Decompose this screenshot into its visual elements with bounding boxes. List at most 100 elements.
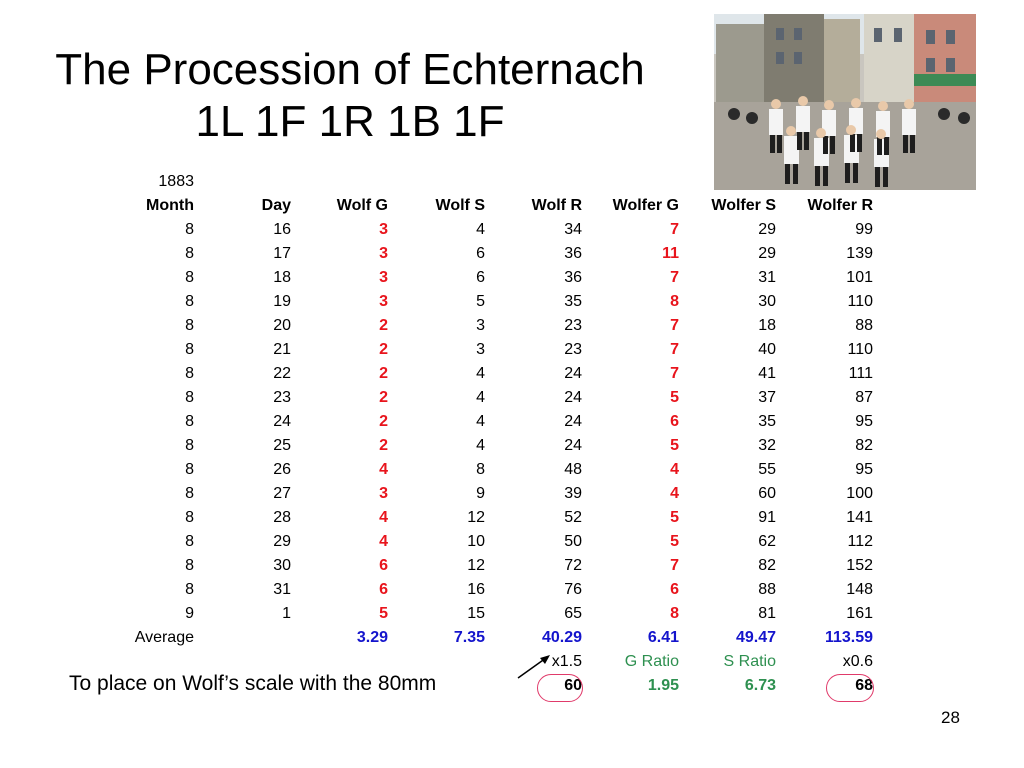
cell-month: 8 (185, 221, 194, 238)
cell-month: 8 (185, 317, 194, 334)
cell-wolfer-r: 95 (855, 413, 873, 430)
factor-wolfer-r: x0.6 (842, 653, 873, 670)
cell-wolf-r: 65 (564, 605, 582, 622)
cell-wolf-s: 4 (476, 365, 485, 382)
table-row: 8 25 2 4 24 5 32 82 (100, 434, 877, 458)
cell-wolf-g: 3 (379, 221, 388, 238)
cell-wolf-r: 72 (564, 557, 582, 574)
cell-wolf-s: 4 (476, 221, 485, 238)
col-header-wolfer-r: Wolfer R (807, 197, 873, 214)
col-header-wolf-r: Wolf R (531, 197, 582, 214)
cell-month: 8 (185, 365, 194, 382)
cell-wolfer-r: 161 (846, 605, 873, 622)
cell-wolfer-g: 6 (670, 413, 679, 430)
cell-wolfer-r: 87 (855, 389, 873, 406)
factor-wolfer-g: G Ratio (624, 653, 679, 670)
cell-wolfer-s: 29 (758, 221, 776, 238)
cell-wolfer-r: 101 (846, 269, 873, 286)
cell-wolf-g: 3 (379, 293, 388, 310)
cell-wolfer-g: 7 (670, 269, 679, 286)
cell-wolfer-g: 8 (670, 293, 679, 310)
col-header-day: Day (261, 197, 291, 214)
cell-wolf-s: 16 (467, 581, 485, 598)
average-wolfer-g: 6.41 (647, 629, 679, 646)
table-row: 8 27 3 9 39 4 60 100 (100, 482, 877, 506)
cell-wolf-g: 5 (379, 605, 388, 622)
page-number: 28 (941, 708, 960, 727)
cell-wolfer-r: 152 (846, 557, 873, 574)
table-row: 8 26 4 8 48 4 55 95 (100, 458, 877, 482)
table-body: 8 16 3 4 34 7 29 99 8 17 3 6 36 11 29 139 8 18 3 6 36 7 31 101 8… (100, 218, 877, 626)
cell-wolf-g: 4 (379, 533, 388, 550)
header-row: Month Day Wolf G Wolf S Wolf R Wolfer G … (100, 194, 877, 218)
cell-wolfer-g: 5 (670, 437, 679, 454)
cell-day: 27 (273, 485, 291, 502)
cell-wolfer-r: 139 (846, 245, 873, 262)
cell-wolfer-s: 35 (758, 413, 776, 430)
cell-wolfer-r: 112 (847, 533, 873, 550)
cell-wolfer-s: 60 (758, 485, 776, 502)
cell-wolf-s: 3 (476, 317, 485, 334)
cell-day: 1 (282, 605, 291, 622)
cell-month: 8 (185, 389, 194, 406)
cell-wolf-r: 24 (564, 437, 582, 454)
cell-wolf-r: 23 (564, 317, 582, 334)
cell-month: 8 (185, 341, 194, 358)
year-row: 1883 (100, 170, 877, 194)
cell-wolf-r: 36 (564, 269, 582, 286)
cell-wolfer-r: 148 (846, 581, 873, 598)
factor-row: x1.5 G Ratio S Ratio x0.6 (100, 650, 877, 674)
average-wolf-r: 40.29 (541, 629, 582, 646)
cell-wolf-r: 76 (564, 581, 582, 598)
title-line-1: The Procession of Echternach (55, 45, 645, 94)
cell-month: 8 (185, 461, 194, 478)
result-wolf-r: 60 (489, 674, 586, 702)
table-row: 8 23 2 4 24 5 37 87 (100, 386, 877, 410)
cell-wolfer-g: 7 (670, 365, 679, 382)
cell-wolf-g: 4 (379, 509, 388, 526)
cell-wolfer-s: 88 (758, 581, 776, 598)
result-wolfer-r: 68 (780, 674, 877, 702)
cell-wolfer-r: 111 (848, 365, 873, 382)
cell-wolfer-r: 95 (855, 461, 873, 478)
scale-note: To place on Wolf’s scale with the 80mm (69, 672, 437, 695)
cell-day: 20 (273, 317, 291, 334)
cell-wolfer-g: 5 (670, 533, 679, 550)
col-header-wolf-g: Wolf G (336, 197, 388, 214)
average-day-empty (198, 626, 295, 650)
table-row: 8 19 3 5 35 8 30 110 (100, 290, 877, 314)
cell-wolfer-g: 11 (662, 245, 679, 262)
table-row: 8 22 2 4 24 7 41 111 (100, 362, 877, 386)
cell-wolfer-g: 7 (670, 557, 679, 574)
table-row: 8 21 2 3 23 7 40 110 (100, 338, 877, 362)
factor-empty-0 (100, 650, 198, 674)
table-row: 9 1 5 15 65 8 81 161 (100, 602, 877, 626)
cell-wolf-r: 52 (564, 509, 582, 526)
average-wolf-g: 3.29 (356, 629, 388, 646)
cell-wolf-r: 34 (564, 221, 582, 238)
factor-empty-1 (198, 650, 295, 674)
title-line-2: 1L 1F 1R 1B 1F (195, 97, 505, 146)
cell-wolfer-s: 55 (758, 461, 776, 478)
cell-day: 24 (273, 413, 291, 430)
col-header-wolfer-g: Wolfer G (612, 197, 679, 214)
cell-wolfer-r: 88 (855, 317, 873, 334)
cell-wolfer-s: 81 (758, 605, 776, 622)
table-row: 8 18 3 6 36 7 31 101 (100, 266, 877, 290)
cell-wolf-s: 4 (476, 413, 485, 430)
cell-wolfer-g: 4 (670, 485, 679, 502)
cell-month: 8 (185, 509, 194, 526)
cell-wolf-g: 2 (379, 413, 388, 430)
cell-day: 21 (273, 341, 291, 358)
table-row: 8 17 3 6 36 11 29 139 (100, 242, 877, 266)
average-wolfer-r: 113.59 (824, 629, 873, 646)
cell-month: 8 (185, 533, 194, 550)
cell-wolf-g: 6 (379, 557, 388, 574)
cell-wolf-g: 2 (379, 365, 388, 382)
slide-title: The Procession of Echternach 1L 1F 1R 1B… (40, 44, 660, 148)
cell-day: 29 (273, 533, 291, 550)
table-row: 8 20 2 3 23 7 18 88 (100, 314, 877, 338)
cell-month: 9 (185, 605, 194, 622)
cell-wolfer-s: 62 (758, 533, 776, 550)
cell-wolfer-s: 91 (758, 509, 776, 526)
